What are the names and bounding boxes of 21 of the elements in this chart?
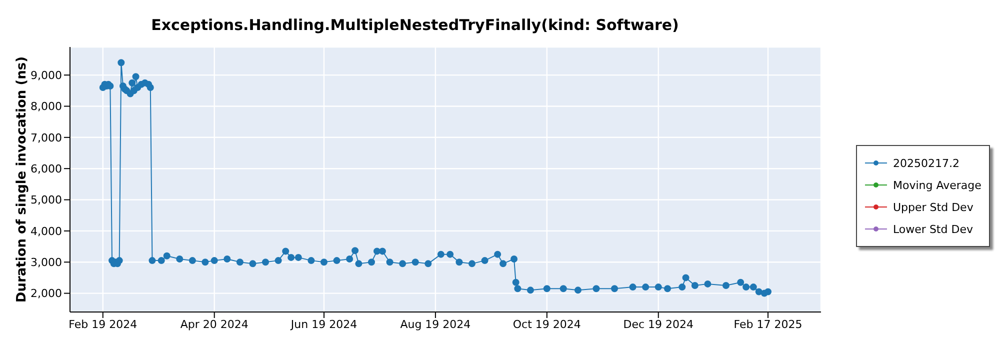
chart-title: Exceptions.Handling.MultipleNestedTryFinally(kind: Software) [150,16,680,34]
y-tick-label: 7,000 [30,131,62,144]
y-tick-label: 6,000 [30,162,62,176]
x-tick-label: Dec 19 2024 [623,318,694,331]
x-tick-label: Apr 20 2024 [180,318,248,331]
x-tick-label: Feb 19 2024 [68,318,138,331]
legend-label: 20250217.2 [893,156,960,170]
x-tick-label: Oct 19 2024 [512,318,581,331]
x-tick-label: Jun 19 2024 [290,318,358,331]
x-tick-label: Aug 19 2024 [400,318,471,331]
x-tick-label: Feb 17 2025 [734,318,802,331]
legend-label: Lower Std Dev [893,222,973,236]
y-tick-label: 2,000 [30,287,62,300]
y-tick-label: 8,000 [30,100,62,114]
y-tick-label: 9,000 [30,68,62,82]
y-tick-label: 4,000 [30,224,62,238]
y-tick-label: 5,000 [30,194,62,207]
y-tick-label: 3,000 [30,256,62,270]
y-axis-title: Duration of single invocation (ns) [14,56,30,303]
legend-label: Upper Std Dev [893,200,974,214]
legend-label: Moving Average [893,178,982,192]
